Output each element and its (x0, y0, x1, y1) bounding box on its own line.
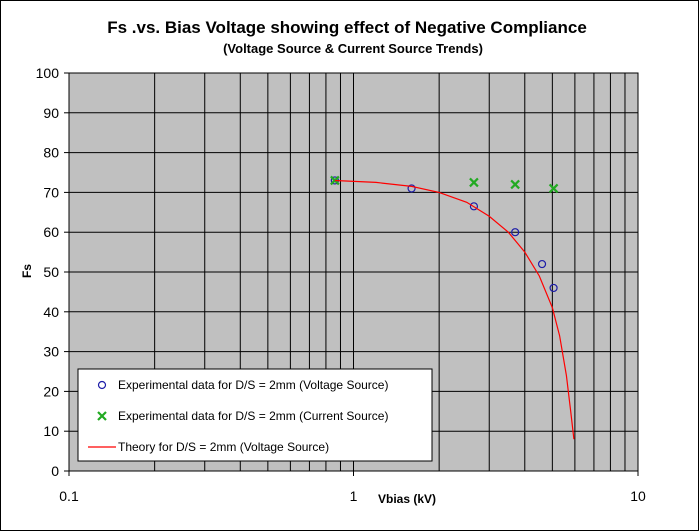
y-tick-label: 80 (43, 145, 59, 161)
voltage-source-point (469, 202, 479, 211)
y-axis-label: Fs (20, 264, 34, 278)
legend-entry-label: Theory for D/S = 2mm (Voltage Source) (118, 440, 329, 454)
chart-title: Fs .vs. Bias Voltage showing effect of N… (107, 18, 587, 37)
current-source-point (548, 183, 559, 194)
y-tick-label: 60 (43, 224, 59, 240)
theory-line (334, 179, 575, 440)
y-tick-label: 70 (43, 184, 59, 200)
chart-subtitle: (Voltage Source & Current Source Trends) (223, 41, 483, 56)
x-marker-stroke (330, 175, 340, 186)
voltage-source-point (511, 228, 520, 237)
legend-entry-label: Experimental data for D/S = 2mm (Voltage… (118, 378, 388, 392)
x-tick-label: 10 (630, 488, 646, 504)
y-tick-label: 100 (36, 65, 60, 81)
current-source-point (330, 175, 340, 186)
y-tick-label: 40 (43, 304, 59, 320)
voltage-source-point (537, 259, 547, 269)
x-tick-label: 0.1 (59, 488, 79, 504)
y-tick-label: 50 (43, 264, 59, 280)
x-marker-stroke (548, 183, 559, 194)
x-tick-label: 1 (350, 488, 358, 504)
legend-entry-label: Experimental data for D/S = 2mm (Current… (118, 409, 388, 423)
legend-box (77, 368, 433, 462)
voltage-source-point (549, 283, 558, 293)
y-tick-label: 20 (43, 383, 59, 399)
voltage-source-point (407, 184, 416, 193)
legend: Experimental data for D/S = 2mm (Voltage… (77, 368, 433, 462)
legend-circle-symbol (97, 380, 107, 390)
y-tick-label: 10 (43, 423, 59, 439)
current-source-point (469, 177, 479, 188)
x-marker-stroke (97, 411, 107, 421)
current-source-point (510, 179, 520, 190)
x-axis-label: Vbias (kV) (378, 492, 436, 506)
x-marker-stroke (510, 179, 520, 190)
x-marker-stroke (469, 177, 479, 188)
y-tick-label: 0 (51, 463, 59, 479)
y-tick-label: 30 (43, 344, 59, 360)
legend-x-symbol (97, 411, 107, 421)
y-tick-label: 90 (43, 105, 59, 121)
